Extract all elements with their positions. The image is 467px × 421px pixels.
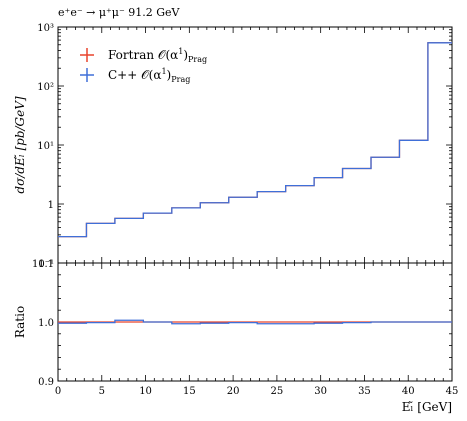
x-axis-label: Eₗ̃ [GeV] <box>402 400 452 414</box>
main-y-axis-label: dσ/dEₗ̃ [pb/GeV] <box>13 96 27 194</box>
legend-label-fortran: Fortran 𝒪(α1)Prag <box>108 47 207 64</box>
legend-label-cpp: C++ 𝒪(α1)Prag <box>108 67 190 84</box>
x-tick-label: 0 <box>55 386 61 397</box>
x-tick-label: 35 <box>358 386 371 397</box>
x-tick-label: 5 <box>99 386 105 397</box>
main-plot-frame <box>57 26 453 264</box>
x-tick-label: 30 <box>314 386 327 397</box>
ratio-y-tick-label: 1.1 <box>38 259 54 270</box>
x-tick-label: 10 <box>139 386 152 397</box>
legend-entry-fortran: Fortran 𝒪(α1)Prag <box>80 47 207 64</box>
cpp-ratio-line <box>58 319 452 325</box>
legend: Fortran 𝒪(α1)Prag C++ 𝒪(α1)Prag <box>80 47 207 84</box>
process-title: e⁺e⁻ → μ⁺μ⁻ 91.2 GeV <box>58 6 181 19</box>
ratio-y-tick-label: 1.0 <box>38 318 54 329</box>
x-tick-label: 40 <box>402 386 415 397</box>
x-ticks: 0 5 10 15 20 25 30 35 40 45 <box>55 27 459 397</box>
main-y-tick-label: 10² <box>37 82 54 93</box>
ratio-y-axis-label: Ratio <box>13 306 27 338</box>
main-y-tick-label: 1 <box>48 200 54 211</box>
main-y-ticks: 10⁻¹ 1 10¹ 10² 10³ <box>32 23 452 270</box>
x-tick-label: 25 <box>271 386 284 397</box>
x-tick-label: 45 <box>446 386 459 397</box>
ratio-y-tick-label: 0.9 <box>38 377 54 388</box>
main-y-tick-label: 10⁻¹ <box>32 259 54 270</box>
main-y-tick-label: 10³ <box>37 23 54 34</box>
ratio-series-group <box>58 319 452 325</box>
main-y-tick-label: 10¹ <box>37 141 54 152</box>
main-series-group <box>58 42 452 238</box>
x-tick-label: 20 <box>227 386 240 397</box>
legend-entry-cpp: C++ 𝒪(α1)Prag <box>80 67 190 84</box>
x-tick-label: 15 <box>183 386 196 397</box>
cpp-series-line <box>58 42 452 238</box>
ratio-y-ticks: 0.9 1.0 1.1 <box>38 259 452 388</box>
